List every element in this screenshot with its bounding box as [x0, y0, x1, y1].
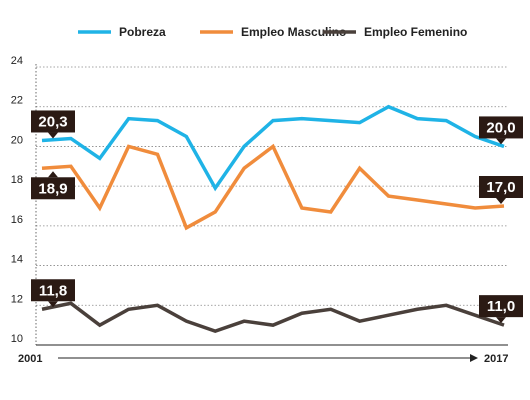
x-start-year: 2001: [18, 353, 42, 365]
callout-box: [479, 116, 523, 139]
series-lines: [41, 104, 505, 333]
callout-pointer: [48, 171, 58, 178]
y-tick-label: 16: [11, 214, 23, 226]
y-tick-label: 10: [11, 333, 23, 345]
series-line-2: [41, 301, 505, 333]
value-callout: 11,8: [31, 279, 75, 308]
y-tick-label: 14: [11, 254, 23, 266]
x-axis-arrow-head: [470, 354, 478, 362]
legend: Pobreza Empleo Masculino Empleo Femenino: [78, 25, 467, 39]
callout-text: 11,8: [39, 282, 67, 299]
callout-text: 18,9: [38, 180, 67, 197]
callout-pointer: [496, 198, 506, 204]
value-callout: 20,3: [31, 110, 75, 139]
callout-text: 20,0: [486, 119, 515, 136]
callout-box: [31, 177, 75, 200]
value-callouts: 20,3 20,0 18,9 17,0 11,8 11,0: [31, 110, 523, 324]
callout-pointer: [48, 301, 58, 308]
grid: [36, 66, 508, 346]
series-line-1: [41, 143, 505, 231]
legend-label: Empleo Masculino: [241, 25, 346, 39]
y-tick-label: 12: [11, 293, 23, 305]
legend-label: Pobreza: [119, 25, 166, 39]
callout-pointer: [48, 132, 58, 139]
value-callout: 17,0: [479, 176, 523, 204]
callout-text: 11,0: [487, 298, 515, 315]
callout-text: 20,3: [38, 113, 67, 130]
x-axis: 2001 2017: [18, 353, 508, 365]
callout-box: [479, 176, 523, 198]
callout-pointer: [496, 317, 506, 324]
y-tick-label: 24: [11, 55, 23, 67]
series-line-0: [41, 104, 505, 192]
value-callout: 18,9: [31, 171, 75, 200]
callout-box: [31, 279, 75, 302]
legend-label: Empleo Femenino: [364, 25, 467, 39]
y-tick-label: 20: [11, 134, 23, 146]
y-tick-label: 18: [11, 174, 23, 186]
callout-box: [479, 295, 523, 318]
x-end-year: 2017: [484, 353, 508, 365]
y-axis: 10 12 14 16 18 20 22 24: [11, 55, 37, 345]
callout-pointer: [496, 138, 506, 145]
y-tick-label: 22: [11, 95, 23, 107]
callout-box: [31, 110, 75, 133]
value-callout: 20,0: [479, 116, 523, 145]
callout-text: 17,0: [486, 179, 515, 196]
value-callout: 11,0: [479, 295, 523, 324]
